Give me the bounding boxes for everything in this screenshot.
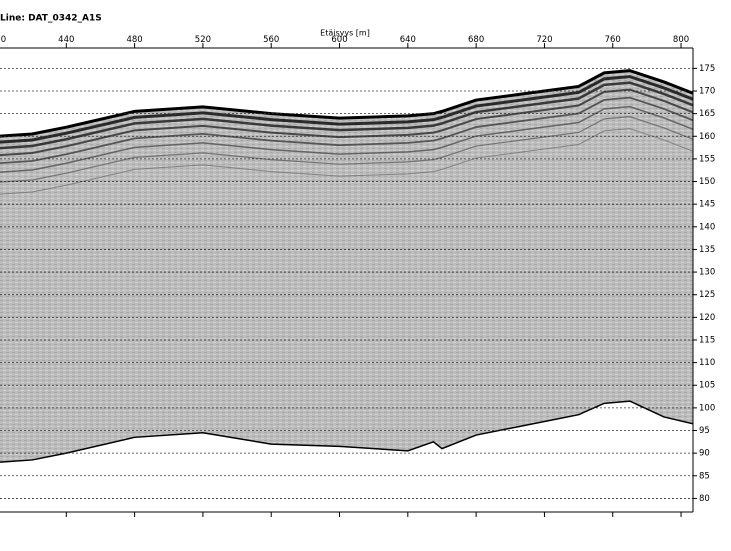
y2-tick-label: 170 — [699, 87, 715, 97]
y2-tick-label: 80 — [699, 494, 710, 504]
x-tick-label: 680 — [468, 35, 484, 45]
y2-tick-label: 115 — [699, 335, 715, 345]
y2-tick-label: 140 — [699, 222, 715, 232]
axes: 80 85 90 95 100 105 110 115 120 125 130 135 140 145 15… — [0, 35, 715, 517]
chart-title: Line: DAT_0342_A1S — [0, 14, 102, 24]
y2-tick-label: 165 — [699, 109, 715, 119]
reflection-band — [0, 81, 693, 150]
y2-tick-label: 175 — [699, 64, 715, 74]
y2-tick-label: 90 — [699, 449, 710, 459]
y2-tick-label: 100 — [699, 403, 715, 413]
reflection-band — [0, 128, 693, 195]
reflection-band — [0, 116, 693, 183]
plot-area — [0, 67, 693, 499]
y2-tick-label: 85 — [699, 471, 710, 481]
signal-area — [0, 70, 693, 463]
x-tick-label: 560 — [263, 35, 279, 45]
x-axis-label: Etäisyys [m] — [320, 29, 370, 38]
y2-tick-label: 130 — [699, 268, 715, 278]
x-tick-label: 720 — [536, 35, 552, 45]
x-tick-label: 640 — [400, 35, 416, 45]
y2-tick-label: 160 — [699, 132, 715, 142]
y2-tick-label: 110 — [699, 358, 715, 368]
x-tick-label: 440 — [58, 35, 74, 45]
y2-tick-label: 155 — [699, 154, 715, 164]
signal-floor-line — [0, 400, 693, 463]
y2-tick-label: 145 — [699, 200, 715, 210]
y2-tick-label: 135 — [699, 245, 715, 255]
y2-tick-label: 105 — [699, 381, 715, 391]
reflection-band — [0, 75, 693, 144]
reflection-band — [0, 105, 693, 173]
x-tick-label: 760 — [605, 35, 621, 45]
y2-tick-label: 125 — [699, 290, 715, 300]
x-tick-label: 400 — [0, 35, 6, 45]
x-tick-label: 520 — [195, 35, 211, 45]
x-tick-label: 800 — [673, 35, 689, 45]
y2-tick-label: 95 — [699, 426, 710, 436]
y2-tick-label: 150 — [699, 177, 715, 187]
x-tick-label: 600 — [331, 35, 347, 45]
x-tick-label: 480 — [126, 35, 142, 45]
y2-tick-label: 120 — [699, 313, 715, 323]
reflection-band — [0, 96, 693, 165]
